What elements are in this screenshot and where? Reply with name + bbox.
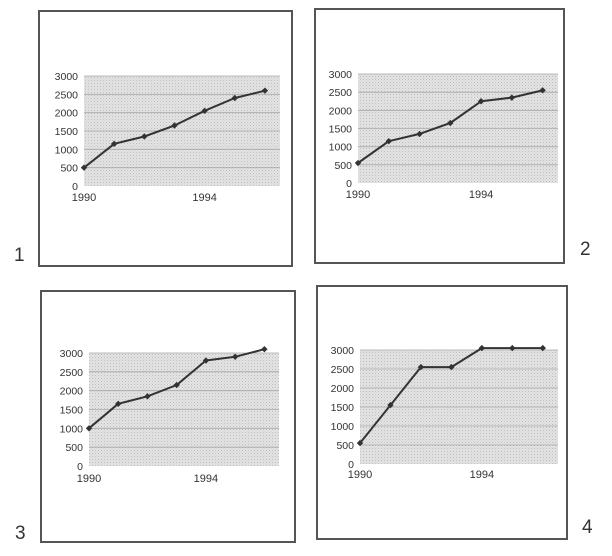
data-point-marker xyxy=(385,138,392,145)
chart-panel-2 xyxy=(314,8,565,264)
x-tick-label: 1994 xyxy=(192,192,216,204)
y-tick-label: 2000 xyxy=(60,386,84,398)
data-point-marker xyxy=(231,353,239,360)
y-tick-label: 0 xyxy=(348,459,354,471)
data-point-marker xyxy=(171,122,178,129)
x-tick-label: 1990 xyxy=(72,192,96,204)
y-tick-label: 500 xyxy=(334,160,352,172)
y-tick-label: 1000 xyxy=(60,423,84,435)
line-chart-2: 0 500 1000 1500 2000 2500 3000 1990 1994 xyxy=(329,69,558,201)
y-tick-label: 1500 xyxy=(331,402,355,414)
y-tick-label: 2500 xyxy=(55,89,79,101)
data-point-marker xyxy=(141,133,148,140)
line-chart-3: 0 500 1000 1500 2000 2500 3000 1990 1994 xyxy=(60,346,279,485)
data-point-marker xyxy=(80,164,88,171)
y-tick-label: 1500 xyxy=(329,124,353,136)
y-tick-label: 0 xyxy=(346,178,352,190)
data-point-marker xyxy=(478,344,486,352)
y-tick-label: 1000 xyxy=(55,144,79,156)
data-point-marker xyxy=(173,381,180,389)
y-tick-label: 3000 xyxy=(55,71,79,83)
panel-number-2: 2 xyxy=(580,239,591,260)
data-point-marker xyxy=(416,130,423,138)
x-tick-label: 1994 xyxy=(194,473,218,485)
x-tick-label: 1994 xyxy=(469,189,493,201)
x-tick-label: 1994 xyxy=(470,469,494,481)
y-tick-label: 1000 xyxy=(329,142,353,154)
y-tick-label: 500 xyxy=(65,442,83,454)
panel-number-1: 1 xyxy=(14,245,25,266)
data-point-marker xyxy=(417,363,425,371)
data-point-marker xyxy=(201,107,208,115)
panel-number-4: 4 xyxy=(582,517,593,538)
y-tick-label: 0 xyxy=(72,181,78,193)
data-point-marker xyxy=(202,357,210,364)
data-point-marker xyxy=(447,119,454,127)
y-tick-label: 3000 xyxy=(331,345,355,357)
chart-panel-3 xyxy=(40,290,296,543)
panel-number-3: 3 xyxy=(15,523,26,544)
y-tick-label: 1500 xyxy=(55,126,79,138)
data-point-marker xyxy=(115,400,122,408)
y-tick-label: 2500 xyxy=(329,87,353,99)
y-tick-label: 2000 xyxy=(55,108,79,120)
data-point-marker xyxy=(261,346,268,353)
x-tick-label: 1990 xyxy=(77,473,101,485)
y-tick-label: 3000 xyxy=(329,69,353,81)
chart-panel-1 xyxy=(38,10,293,267)
data-point-marker xyxy=(85,425,93,432)
y-tick-label: 0 xyxy=(77,461,83,473)
chart-panel-4 xyxy=(316,285,568,540)
data-point-marker xyxy=(477,98,485,105)
y-tick-label: 2000 xyxy=(329,105,353,117)
data-point-marker xyxy=(261,87,269,94)
y-tick-label: 2000 xyxy=(331,383,355,395)
data-point-marker xyxy=(231,94,238,102)
y-tick-label: 3000 xyxy=(60,348,84,360)
y-tick-label: 2500 xyxy=(331,364,355,376)
data-point-marker xyxy=(144,393,151,400)
y-tick-label: 500 xyxy=(60,163,78,175)
x-tick-label: 1990 xyxy=(348,469,372,481)
line-chart-4: 0 500 1000 1500 2000 2500 3000 1990 1994 xyxy=(331,344,558,481)
y-tick-label: 1500 xyxy=(60,405,84,417)
data-point-marker xyxy=(110,140,118,148)
y-tick-label: 2500 xyxy=(60,367,84,379)
line-chart-1: 0 500 1000 1500 2000 2500 3000 1990 1994 xyxy=(55,71,280,204)
x-tick-label: 1990 xyxy=(346,189,370,201)
data-point-marker xyxy=(354,159,362,167)
data-point-marker xyxy=(356,439,364,447)
y-tick-label: 1000 xyxy=(331,421,355,433)
y-tick-label: 500 xyxy=(336,440,354,452)
data-point-marker xyxy=(387,401,394,409)
